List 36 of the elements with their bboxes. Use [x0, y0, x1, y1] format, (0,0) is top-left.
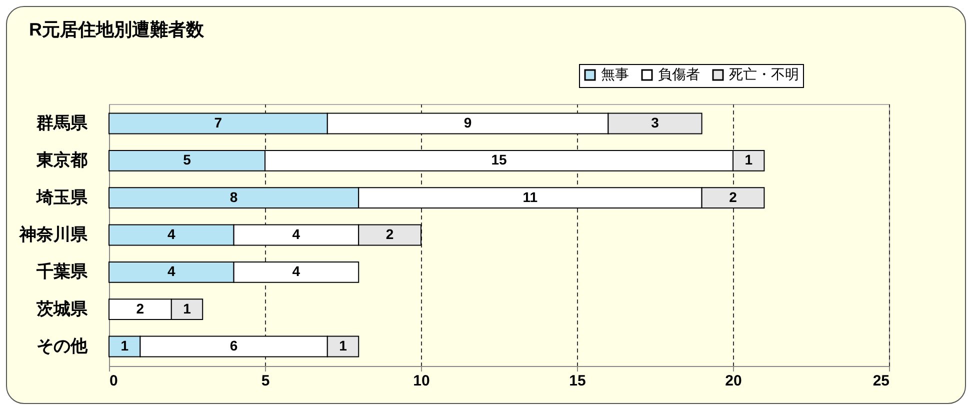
data-label: 4	[168, 226, 176, 242]
data-label: 6	[230, 337, 238, 354]
data-label: 2	[136, 300, 144, 316]
y-tick-label: 群馬県	[36, 114, 88, 133]
y-tick-label: 千葉県	[36, 262, 88, 282]
y-tick-label: 茨城県	[36, 299, 88, 318]
legend-label: 死亡・不明	[729, 66, 799, 82]
data-label: 8	[230, 188, 238, 205]
x-tick-label: 25	[872, 372, 890, 390]
x-tick-label: 0	[110, 372, 118, 390]
data-label: 5	[183, 152, 192, 168]
data-label: 15	[491, 152, 507, 168]
chart-title: R元居住地別遭難者数	[29, 20, 205, 40]
data-label: 11	[522, 188, 538, 205]
legend-label: 負傷者	[658, 66, 700, 82]
legend-label: 無事	[601, 66, 629, 82]
data-label: 4	[168, 263, 176, 280]
data-label: 7	[214, 114, 222, 131]
y-tick-label: 東京都	[36, 150, 88, 170]
y-tick-label: 神奈川県	[18, 225, 88, 244]
data-label: 1	[120, 337, 129, 354]
x-tick-label: 5	[261, 372, 270, 390]
data-label: 4	[292, 263, 300, 280]
data-label: 2	[729, 188, 738, 205]
x-tick-label: 20	[725, 372, 742, 390]
x-tick-label: 10	[413, 372, 430, 390]
data-label: 2	[386, 226, 394, 242]
data-label: 1	[339, 337, 348, 354]
y-tick-label: その他	[36, 336, 88, 356]
data-label: 9	[464, 114, 472, 131]
data-label: 1	[183, 300, 192, 316]
data-label: 3	[651, 114, 660, 131]
x-tick-label: 15	[569, 372, 586, 390]
data-label: 1	[744, 152, 753, 168]
data-label: 4	[292, 226, 300, 242]
y-tick-label: 埼玉県	[36, 188, 88, 207]
